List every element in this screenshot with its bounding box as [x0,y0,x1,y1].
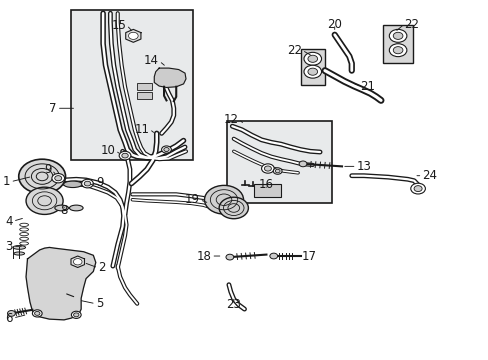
Bar [254,184,281,197]
Circle shape [269,253,277,259]
Circle shape [19,159,65,194]
Text: 12: 12 [223,113,238,126]
Circle shape [73,258,82,265]
Text: 23: 23 [226,298,241,311]
Text: 9: 9 [44,163,52,176]
Circle shape [264,166,271,171]
Text: 20: 20 [326,18,342,31]
Circle shape [304,52,321,65]
Ellipse shape [55,205,68,211]
Circle shape [7,311,15,316]
Circle shape [392,32,402,39]
Ellipse shape [63,181,82,188]
Circle shape [73,313,79,317]
Circle shape [392,47,402,54]
Circle shape [413,186,421,192]
Circle shape [52,174,64,183]
Text: 1: 1 [3,175,10,188]
Circle shape [204,185,243,214]
Text: 8: 8 [61,204,68,217]
Text: 2: 2 [98,261,105,274]
Circle shape [26,187,63,215]
Circle shape [55,176,61,181]
Text: 3: 3 [5,240,13,253]
Circle shape [275,169,280,173]
Text: 18: 18 [196,249,211,262]
Text: 22: 22 [404,18,419,31]
Text: 21: 21 [360,80,375,93]
Text: 15: 15 [111,19,126,32]
Ellipse shape [69,205,83,211]
Circle shape [128,32,138,39]
Circle shape [119,151,131,160]
Circle shape [410,183,425,194]
Polygon shape [26,247,96,320]
Polygon shape [125,30,141,42]
Bar [137,92,152,99]
Circle shape [163,148,169,152]
Circle shape [81,179,93,188]
Circle shape [388,30,406,42]
Bar [300,49,325,85]
Circle shape [299,161,306,167]
Text: 9: 9 [96,176,103,189]
Text: 17: 17 [302,249,316,262]
Text: 22: 22 [286,44,302,57]
Text: 13: 13 [356,160,371,173]
Bar [227,121,331,203]
Circle shape [388,44,406,57]
Ellipse shape [14,252,24,255]
Text: 5: 5 [96,297,103,310]
Text: 4: 4 [5,215,13,228]
Text: 6: 6 [5,311,13,325]
Circle shape [161,146,171,153]
Circle shape [122,153,128,158]
Bar [383,25,412,63]
Circle shape [304,65,321,78]
Text: 24: 24 [422,169,437,182]
Circle shape [307,55,317,62]
Text: 7: 7 [49,102,57,115]
Circle shape [84,181,90,186]
Text: 16: 16 [259,178,273,191]
Ellipse shape [13,246,25,249]
Polygon shape [154,68,185,87]
Circle shape [35,311,40,315]
Text: 11: 11 [134,122,149,136]
Circle shape [225,254,233,260]
Circle shape [273,168,282,174]
Polygon shape [71,256,84,267]
Circle shape [219,197,248,219]
Text: 14: 14 [144,54,159,67]
Circle shape [307,68,317,75]
Circle shape [32,310,42,317]
Text: 19: 19 [184,193,199,206]
Bar [71,10,193,160]
Circle shape [261,164,274,173]
Text: 10: 10 [100,144,115,157]
Bar [137,83,152,90]
Circle shape [71,311,81,319]
